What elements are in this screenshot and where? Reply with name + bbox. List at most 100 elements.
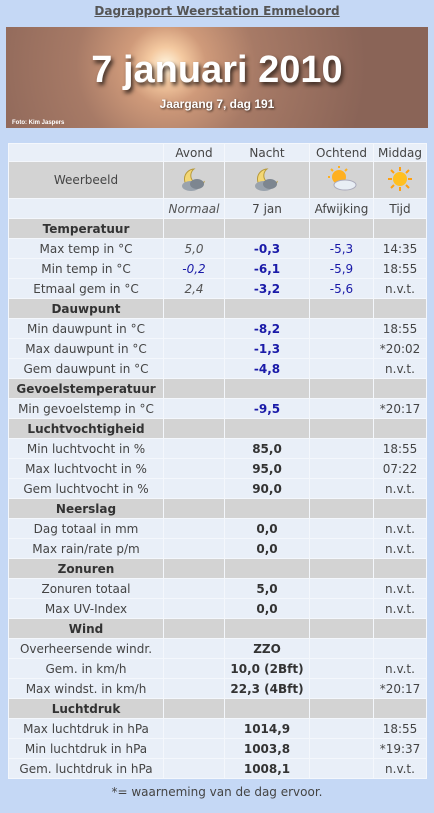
deviation: -5,6	[310, 279, 373, 298]
blank-cell	[310, 719, 373, 738]
section-title: Wind	[9, 619, 163, 638]
blank-cell	[164, 319, 224, 338]
section-title: Luchtdruk	[9, 699, 163, 718]
blank-cell	[164, 499, 224, 518]
blank-cell	[164, 479, 224, 498]
day-value: -1,3	[225, 339, 309, 358]
blank-cell	[164, 639, 224, 658]
section-title: Neerslag	[9, 499, 163, 518]
time: 14:35	[374, 239, 426, 258]
time: n.v.t.	[374, 659, 426, 678]
moon-cloud-icon	[255, 167, 278, 191]
row-label: Etmaal gem in °C	[9, 279, 163, 298]
time: n.v.t.	[374, 479, 426, 498]
blank-cell	[310, 559, 373, 578]
page-title: Dagrapport Weerstation Emmeloord	[94, 4, 340, 18]
row-label: Gem. in km/h	[9, 659, 163, 678]
blank-cell	[164, 679, 224, 698]
blank-cell	[374, 379, 426, 398]
blank-cell	[164, 219, 224, 238]
icon-cell	[310, 162, 373, 198]
blank-cell	[164, 339, 224, 358]
row-label: Gem luchtvocht in %	[9, 479, 163, 498]
blank-cell	[164, 699, 224, 718]
blank-cell	[310, 619, 373, 638]
section-title: Zonuren	[9, 559, 163, 578]
row-label: Zonuren totaal	[9, 579, 163, 598]
time: 18:55	[374, 319, 426, 338]
banner-date: 7 januari 2010	[91, 49, 343, 91]
row-label: Max rain/rate p/m	[9, 539, 163, 558]
subheader: 7 jan	[225, 199, 309, 218]
deviation: -5,9	[310, 259, 373, 278]
blank-cell	[164, 759, 224, 778]
blank-cell	[310, 359, 373, 378]
section-header-row: Neerslag	[9, 499, 426, 518]
blank-cell	[310, 659, 373, 678]
data-row: Min luchtdruk in hPa 1003,8 *19:37	[9, 739, 426, 758]
blank-cell	[164, 419, 224, 438]
deviation: -5,3	[310, 239, 373, 258]
day-value: 22,3 (4Bft)	[225, 679, 309, 698]
time: *20:17	[374, 679, 426, 698]
data-row: Gem dauwpunt in °C -4,8 n.v.t.	[9, 359, 426, 378]
row-label: Min luchtvocht in %	[9, 439, 163, 458]
data-row: Zonuren totaal 5,0 n.v.t.	[9, 579, 426, 598]
section-header-row: Dauwpunt	[9, 299, 426, 318]
blank-cell	[374, 499, 426, 518]
day-value: -0,3	[225, 239, 309, 258]
blank-cell	[310, 339, 373, 358]
blank-cell	[310, 679, 373, 698]
day-value: 0,0	[225, 599, 309, 618]
blank-cell	[225, 699, 309, 718]
data-row: Dag totaal in mm 0,0 n.v.t.	[9, 519, 426, 538]
normal-value: 2,4	[164, 279, 224, 298]
day-value: -6,1	[225, 259, 309, 278]
icon-cell	[374, 162, 426, 198]
time: 18:55	[374, 719, 426, 738]
blank-cell	[9, 199, 163, 218]
column-header: Avond	[164, 144, 224, 161]
photo-credit: Foto: Kim Jaspers	[12, 120, 65, 126]
row-label: Max luchtvocht in %	[9, 459, 163, 478]
row-label: Max UV-Index	[9, 599, 163, 618]
time: n.v.t.	[374, 599, 426, 618]
blank-cell	[310, 759, 373, 778]
data-row: Gem. luchtdruk in hPa 1008,1 n.v.t.	[9, 759, 426, 778]
blank-cell	[164, 599, 224, 618]
blank-cell	[225, 419, 309, 438]
subheader: Normaal	[164, 199, 224, 218]
section-title: Luchtvochtigheid	[9, 419, 163, 438]
time: n.v.t.	[374, 579, 426, 598]
section-title: Gevoelstemperatuur	[9, 379, 163, 398]
blank-cell	[310, 539, 373, 558]
blank-cell	[310, 579, 373, 598]
row-label: Gem dauwpunt in °C	[9, 359, 163, 378]
blank-cell	[225, 499, 309, 518]
row-label: Max dauwpunt in °C	[9, 339, 163, 358]
blank-cell	[164, 519, 224, 538]
day-value: 90,0	[225, 479, 309, 498]
blank-cell	[310, 739, 373, 758]
row-label: Min gevoelstemp in °C	[9, 399, 163, 418]
row-label: Dag totaal in mm	[9, 519, 163, 538]
section-header-row: Gevoelstemperatuur	[9, 379, 426, 398]
day-value: -3,2	[225, 279, 309, 298]
blank-cell	[225, 219, 309, 238]
section-header-row: Luchtvochtigheid	[9, 419, 426, 438]
blank-cell	[310, 519, 373, 538]
blank-cell	[164, 659, 224, 678]
blank-cell	[225, 299, 309, 318]
blank-cell	[310, 639, 373, 658]
blank-cell	[164, 399, 224, 418]
day-value: 0,0	[225, 539, 309, 558]
row-label: Min temp in °C	[9, 259, 163, 278]
data-row: Max windst. in km/h 22,3 (4Bft) *20:17	[9, 679, 426, 698]
blank-cell	[310, 439, 373, 458]
section-header-row: Wind	[9, 619, 426, 638]
time: n.v.t.	[374, 539, 426, 558]
column-header: Nacht	[225, 144, 309, 161]
data-row: Min temp in °C -0,2 -6,1 -5,9 18:55	[9, 259, 426, 278]
table-body: Avond Nacht Ochtend Middag Weerbeeld Nor…	[9, 144, 426, 778]
